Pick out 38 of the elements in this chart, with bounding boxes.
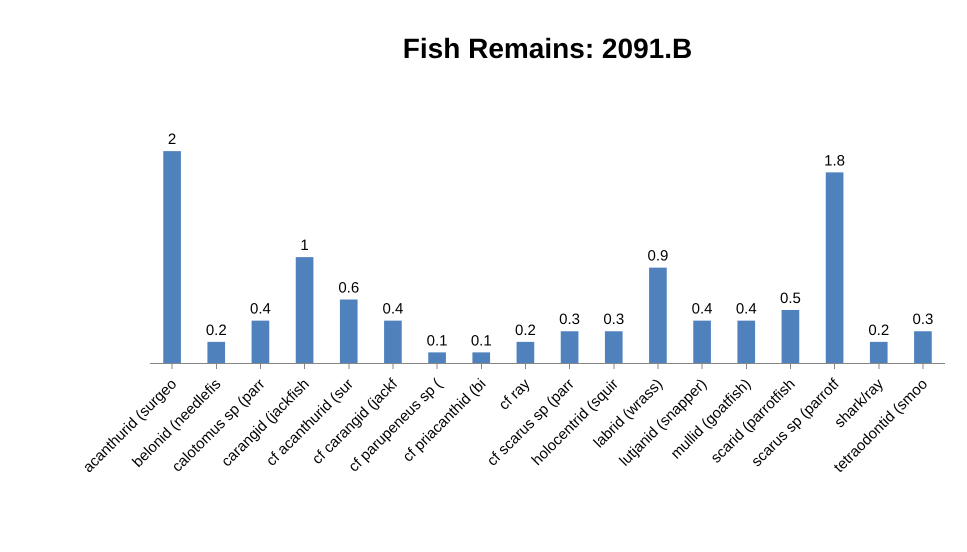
bar [384,320,402,363]
data-label: 0.9 [647,248,668,265]
bar [428,352,446,363]
x-tick-label: cf ray [496,375,534,414]
bar [296,257,314,363]
bar [207,342,226,363]
bar [163,151,181,363]
chart-title: Fish Remains: 2091.B [402,33,692,64]
bar [782,310,800,363]
bar [870,342,888,363]
data-label: 0.4 [382,300,404,318]
bar [560,331,578,363]
bar [604,331,623,363]
data-label: 0.6 [338,279,360,296]
data-label: 0.4 [692,300,713,318]
bar [914,331,932,363]
data-label: 2 [168,131,176,148]
data-label: 0.3 [912,311,934,328]
data-label: 0.2 [206,322,227,339]
data-label: 0.2 [514,322,536,339]
data-label: 0.1 [470,332,492,350]
bar [252,320,270,363]
data-label: 1 [300,237,309,254]
bar [649,268,667,363]
data-label: 0.3 [603,311,624,328]
bar [693,320,711,363]
data-label: 0.3 [559,311,580,328]
data-label: 0.4 [250,300,271,318]
bar [516,342,534,363]
data-label: 1.8 [824,152,846,170]
bar [737,320,756,363]
bar [340,299,358,363]
data-label: 0.4 [736,300,757,318]
bar [472,352,490,363]
data-label: 0.2 [868,322,890,339]
data-label: 0.5 [780,290,801,308]
data-label: 0.1 [426,332,448,350]
bar [826,172,844,363]
